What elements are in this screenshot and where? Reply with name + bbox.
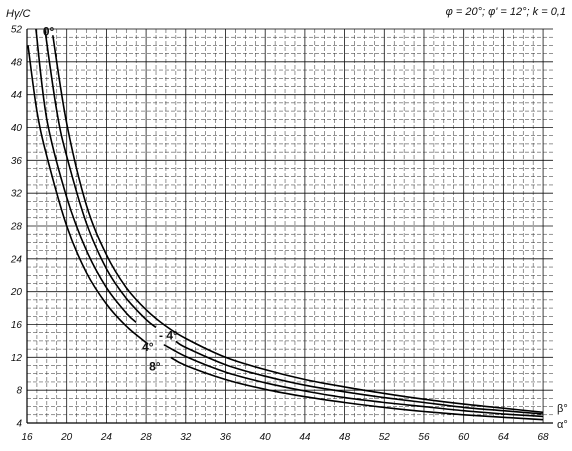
y-tick-label: 20 (10, 287, 23, 298)
x-tick-label: 20 (60, 432, 73, 443)
x-axis-label-lower: α° (557, 419, 568, 431)
x-axis-label-upper: β° (557, 403, 568, 415)
series-line-0deg (52, 35, 544, 414)
y-tick-label: 24 (10, 254, 23, 265)
series-label: 0° (43, 25, 55, 39)
y-axis-label: Hγ/C (6, 8, 31, 20)
x-tick-label: 32 (180, 432, 192, 443)
y-tick-label: 32 (11, 189, 23, 200)
x-tick-label: 52 (379, 432, 391, 443)
y-tick-label: 4 (16, 419, 22, 430)
y-tick-label: 48 (11, 57, 23, 68)
series-label: 4° (142, 340, 154, 354)
series-label: 8° (149, 359, 161, 373)
series-line-8deg (27, 45, 149, 345)
x-tick-label: 36 (220, 432, 232, 443)
x-tick-label: 56 (418, 432, 430, 443)
y-tick-label: 16 (11, 320, 23, 331)
series-line-4deg (35, 28, 137, 324)
series-line-minus4deg (44, 28, 157, 329)
x-tick-label: 44 (299, 432, 311, 443)
y-tick-label: 12 (11, 353, 23, 364)
x-tick-label: 40 (260, 432, 272, 443)
series-line-minus4deg (175, 340, 544, 415)
grid (26, 28, 553, 424)
x-tick-label: 64 (498, 432, 510, 443)
series-line-4deg (163, 344, 544, 418)
x-tick-label: 24 (100, 432, 113, 443)
y-tick-label: 52 (11, 25, 23, 36)
x-tick-label: 48 (339, 432, 351, 443)
series-line-8deg (170, 356, 544, 421)
y-tick-label: 36 (11, 156, 23, 167)
y-tick-label: 8 (16, 386, 22, 397)
curves (27, 28, 544, 421)
chart-title: φ = 20°; φ' = 12°; k = 0,1 (446, 6, 566, 18)
y-tick-label: 44 (11, 90, 23, 101)
x-tick-label: 68 (538, 432, 550, 443)
x-tick-label: 28 (140, 432, 153, 443)
x-tick-label: 16 (21, 432, 33, 443)
y-tick-label: 28 (10, 222, 23, 233)
x-tick-label: 60 (458, 432, 470, 443)
series-label: - 4° (159, 328, 178, 342)
y-tick-label: 40 (11, 123, 23, 134)
